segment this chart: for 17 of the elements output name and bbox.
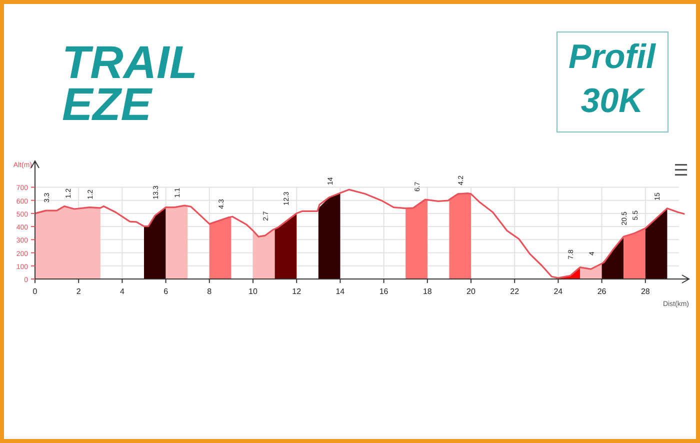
x-tick-label: 20: [466, 287, 476, 296]
x-tick-label: 0: [32, 287, 38, 296]
x-tick-label: 26: [597, 287, 607, 296]
x-tick-label: 22: [510, 287, 520, 296]
x-tick-label: 6: [164, 287, 169, 296]
x-tick-label: 18: [422, 287, 432, 296]
x-tick-label: 4: [120, 287, 125, 296]
x-tick-label: 10: [248, 287, 258, 296]
chart-subtitle: Profil 30K: [568, 38, 657, 120]
x-tick-label: 2: [76, 287, 82, 296]
chart-title: TRAIL EZE: [62, 36, 198, 130]
x-tick-label: 24: [554, 287, 564, 296]
x-tick-label: 12: [292, 287, 302, 296]
x-tick-label: 14: [336, 287, 346, 296]
x-tick-label: 28: [640, 287, 650, 296]
x-tick-label: 8: [207, 287, 212, 296]
x-tick-label: 16: [379, 287, 389, 296]
